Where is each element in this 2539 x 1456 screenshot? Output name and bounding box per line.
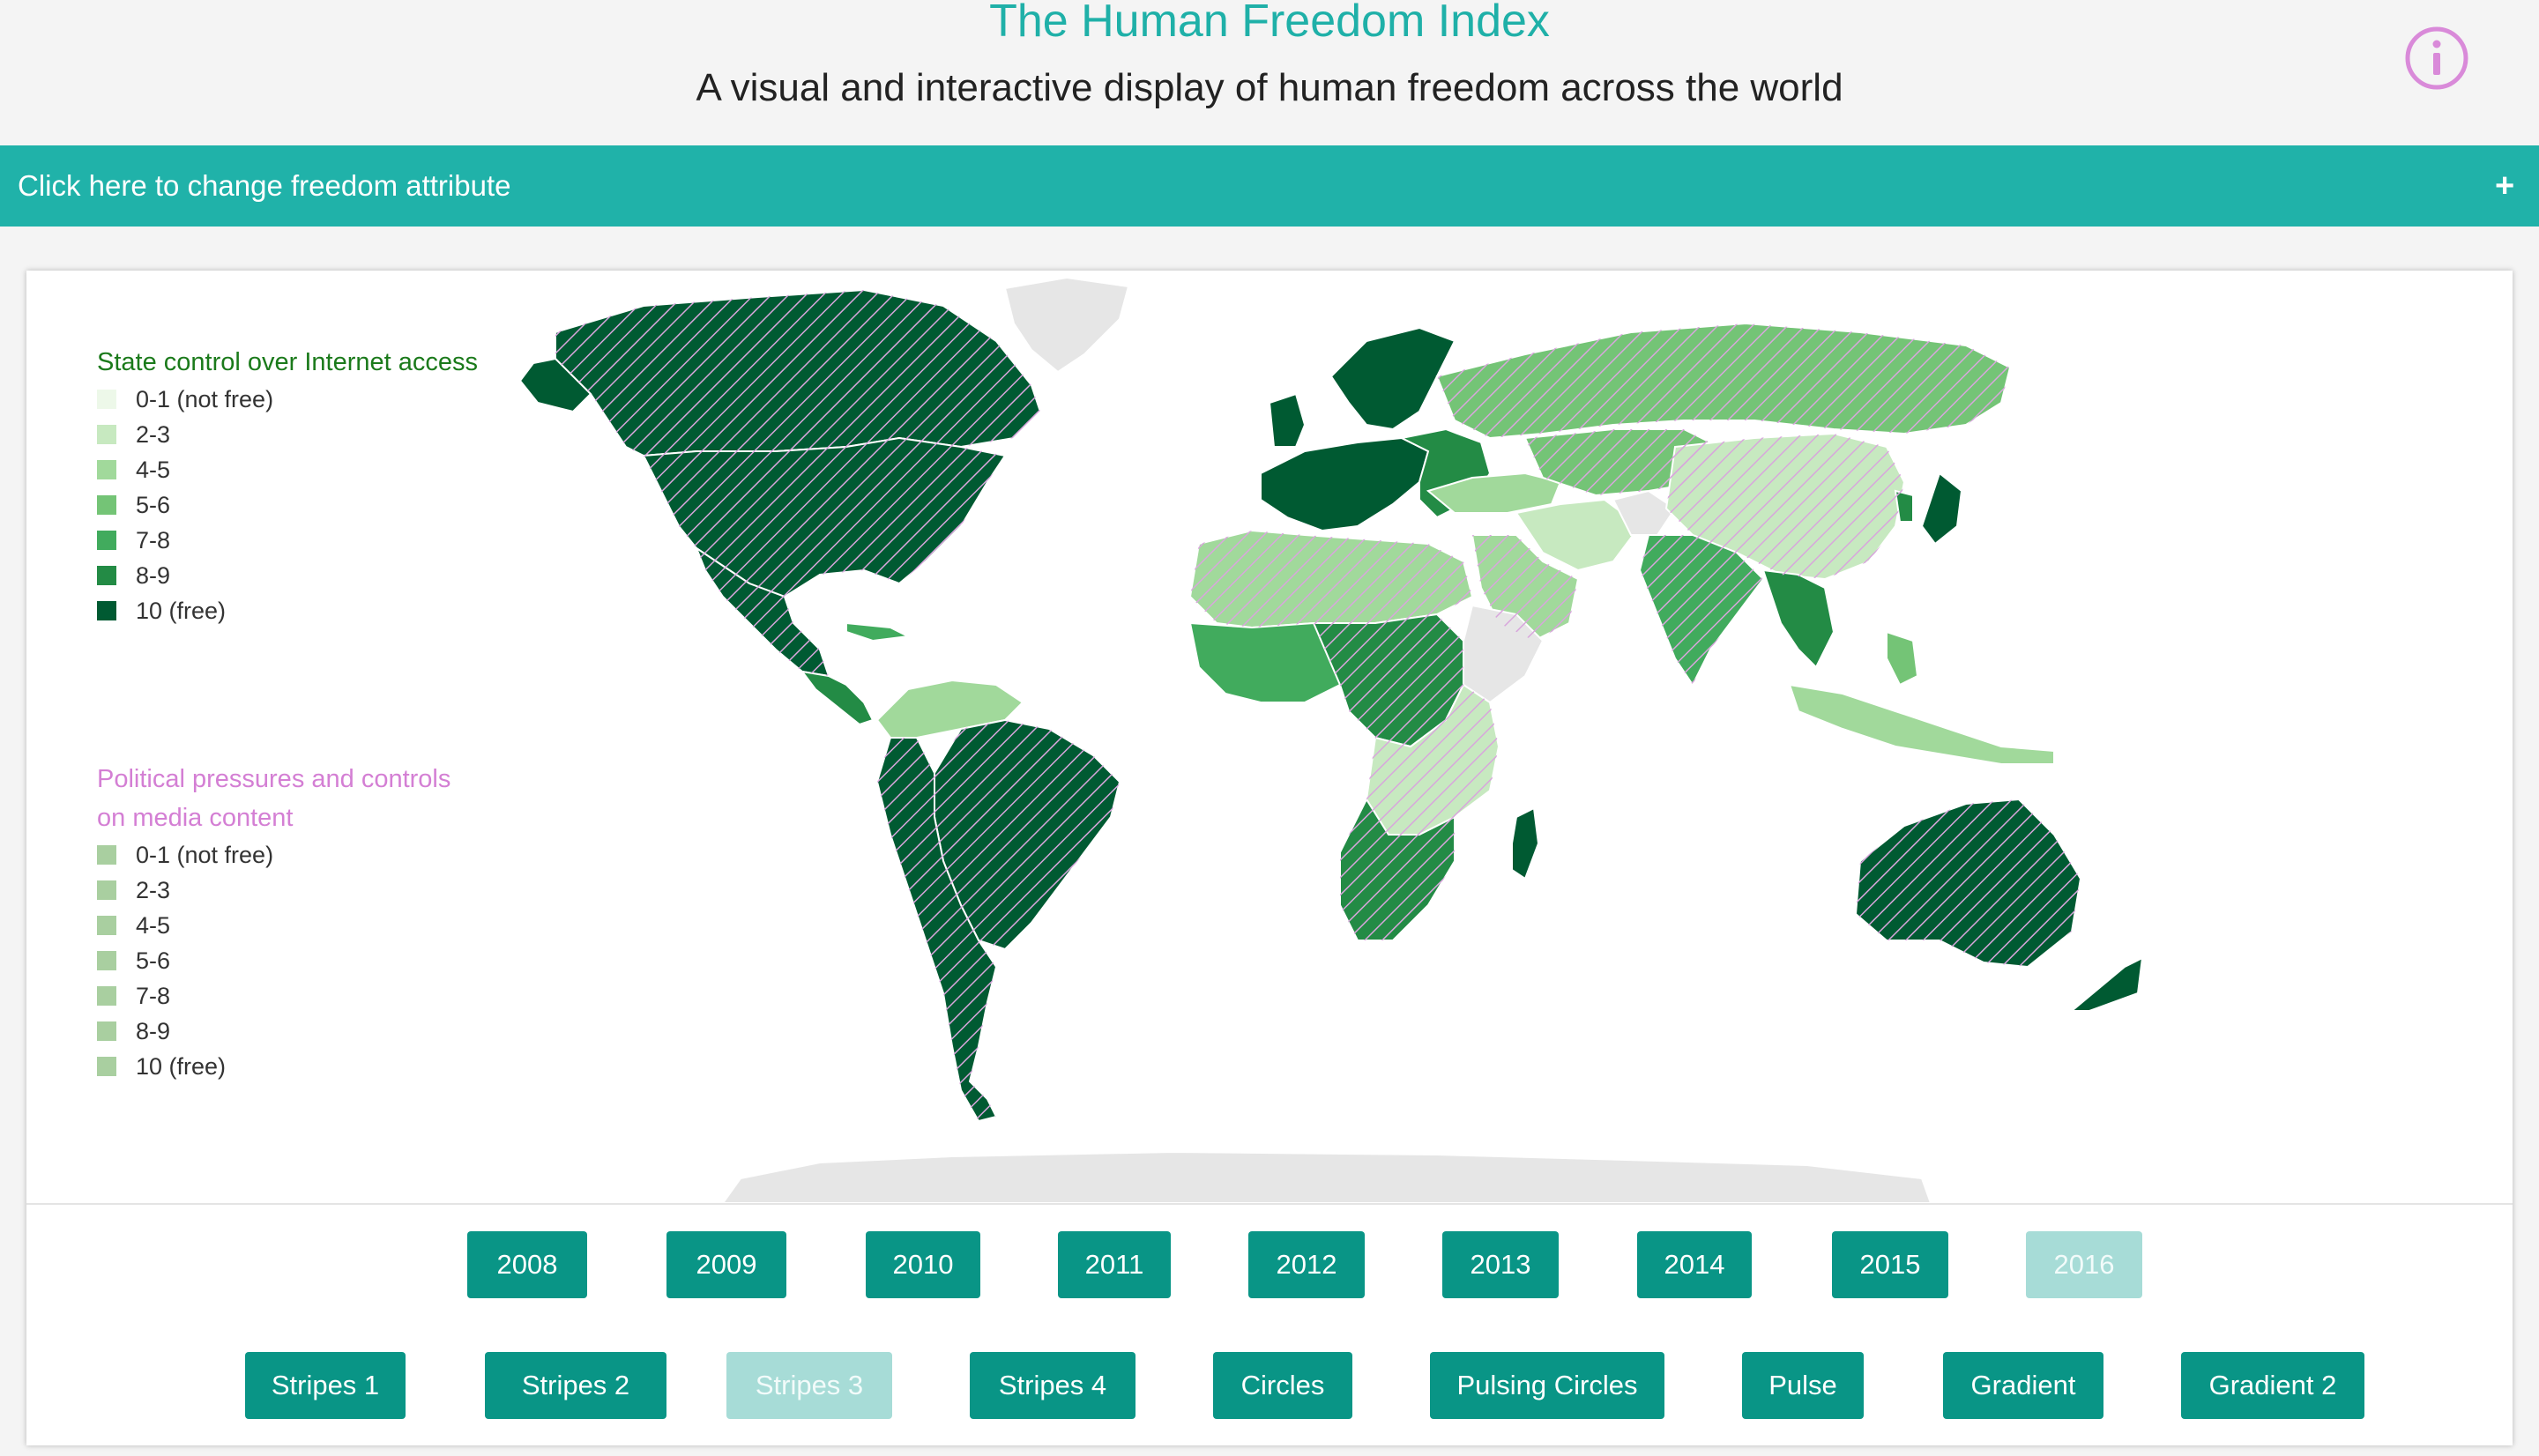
legend-internet-swatch	[97, 601, 116, 620]
legend-media-item: 7-8	[97, 978, 485, 1014]
legend-internet-swatch	[97, 390, 116, 409]
year-button-2012[interactable]: 2012	[1248, 1231, 1365, 1298]
region-southeast-asia[interactable]	[1761, 568, 1835, 669]
style-button-gradient-2[interactable]: Gradient 2	[2181, 1352, 2364, 1419]
region-new-zealand[interactable]	[2069, 956, 2144, 1012]
legend-internet-swatch	[97, 460, 116, 479]
year-button-2014[interactable]: 2014	[1637, 1231, 1752, 1298]
region-iran-gulf[interactable]	[1515, 498, 1642, 572]
legend-media-item: 2-3	[97, 873, 485, 908]
legend-internet-item: 8-9	[97, 558, 485, 593]
style-button-stripes-4[interactable]: Stripes 4	[970, 1352, 1135, 1419]
legend-internet-item: 0-1 (not free)	[97, 382, 485, 417]
legend-media-item: 0-1 (not free)	[97, 837, 485, 873]
region-madagascar[interactable]	[1511, 806, 1540, 880]
legend-internet-swatch	[97, 531, 116, 550]
expand-plus-icon[interactable]: +	[2495, 167, 2515, 204]
legend-internet-label: 4-5	[136, 456, 171, 483]
region-japan[interactable]	[1920, 472, 1963, 546]
year-button-2016[interactable]: 2016	[2026, 1231, 2142, 1298]
legend-internet-item: 2-3	[97, 417, 485, 452]
legend-internet-swatch	[97, 495, 116, 515]
legend-internet-label: 8-9	[136, 561, 171, 589]
year-button-2010[interactable]: 2010	[866, 1231, 980, 1298]
page-title: The Human Freedom Index	[989, 0, 1550, 47]
style-button-stripes-3[interactable]: Stripes 3	[726, 1352, 892, 1419]
legend-media-swatch	[97, 916, 116, 935]
legend-internet-label: 7-8	[136, 526, 171, 553]
legend-internet-control-title: State control over Internet access	[97, 348, 478, 376]
legend-media-pressure-title: Political pressures and controls on medi…	[97, 765, 451, 832]
controls-panel: 2008 2009 2010 2011 2012 2013 2014 2015 2016 Str…	[26, 1203, 2513, 1447]
region-indonesia[interactable]	[1788, 683, 2055, 765]
legend-media-item: 10 (free)	[97, 1049, 485, 1084]
map-area: State control over Internet access 0-1 (…	[26, 271, 2513, 1203]
year-button-2011[interactable]: 2011	[1058, 1231, 1171, 1298]
legend-media-label: 8-9	[136, 1017, 171, 1044]
legend-media-label: 5-6	[136, 947, 171, 974]
info-icon[interactable]	[2403, 25, 2470, 92]
region-antarctica[interactable]	[721, 1150, 1932, 1203]
legend-media-swatch	[97, 845, 116, 865]
legend-internet-swatch	[97, 566, 116, 585]
legend-media-label: 2-3	[136, 876, 171, 903]
media-pressure-overlay	[555, 290, 2081, 1121]
year-button-2008[interactable]: 2008	[467, 1231, 587, 1298]
legend-internet-label: 5-6	[136, 491, 171, 518]
region-philippines[interactable]	[1886, 630, 1919, 687]
legend-internet-label: 10 (free)	[136, 597, 227, 624]
region-scandinavia[interactable]	[1329, 326, 1456, 431]
region-uk[interactable]	[1268, 392, 1307, 448]
page-header: The Human Freedom Index A visual and int…	[0, 0, 2539, 145]
legend-internet-swatch	[97, 425, 116, 444]
legend-internet-label: 0-1 (not free)	[136, 385, 274, 412]
legend-internet-item: 4-5	[97, 452, 485, 487]
legend-media-swatch	[97, 986, 116, 1006]
legend-media-label: 7-8	[136, 982, 171, 1009]
legend-media-label: 10 (free)	[136, 1052, 227, 1080]
world-map[interactable]	[26, 271, 2513, 1203]
legend-media-swatch	[97, 1021, 116, 1041]
region-western-europe[interactable]	[1260, 436, 1430, 532]
legend-media-item: 5-6	[97, 943, 485, 978]
year-button-2009[interactable]: 2009	[666, 1231, 786, 1298]
legend-media-swatch	[97, 1057, 116, 1076]
region-turkey-caucasus[interactable]	[1426, 472, 1562, 514]
style-button-pulse[interactable]: Pulse	[1742, 1352, 1864, 1419]
region-afghanistan[interactable]	[1612, 489, 1677, 536]
legend-media-swatch	[97, 951, 116, 970]
region-greenland[interactable]	[1003, 276, 1130, 374]
legend-internet-label: 2-3	[136, 420, 171, 448]
style-button-pulsing-circles[interactable]: Pulsing Circles	[1430, 1352, 1664, 1419]
year-button-2015[interactable]: 2015	[1832, 1231, 1948, 1298]
region-central-america[interactable]	[800, 670, 875, 726]
year-button-2013[interactable]: 2013	[1442, 1231, 1559, 1298]
attribute-selector-bar[interactable]: Click here to change freedom attribute +	[0, 145, 2539, 227]
attribute-selector-label[interactable]: Click here to change freedom attribute	[18, 169, 511, 202]
legend-media-item: 8-9	[97, 1014, 485, 1049]
legend-internet-item: 10 (free)	[97, 593, 485, 628]
legend-media-pressure: Political pressures and controls on medi…	[97, 760, 485, 1084]
legend-internet-control: State control over Internet access 0-1 (…	[97, 343, 485, 628]
style-button-circles[interactable]: Circles	[1213, 1352, 1352, 1419]
legend-internet-item: 7-8	[97, 523, 485, 558]
legend-internet-item: 5-6	[97, 487, 485, 523]
region-caribbean[interactable]	[845, 621, 912, 643]
legend-media-label: 0-1 (not free)	[136, 841, 274, 868]
legend-media-item: 4-5	[97, 908, 485, 943]
legend-media-swatch	[97, 880, 116, 900]
page-subtitle: A visual and interactive display of huma…	[696, 66, 1843, 109]
style-button-stripes-1[interactable]: Stripes 1	[245, 1352, 406, 1419]
legend-media-label: 4-5	[136, 911, 171, 939]
style-button-gradient[interactable]: Gradient	[1943, 1352, 2103, 1419]
style-button-stripes-2[interactable]: Stripes 2	[485, 1352, 666, 1419]
map-card: State control over Internet access 0-1 (…	[26, 271, 2513, 1445]
